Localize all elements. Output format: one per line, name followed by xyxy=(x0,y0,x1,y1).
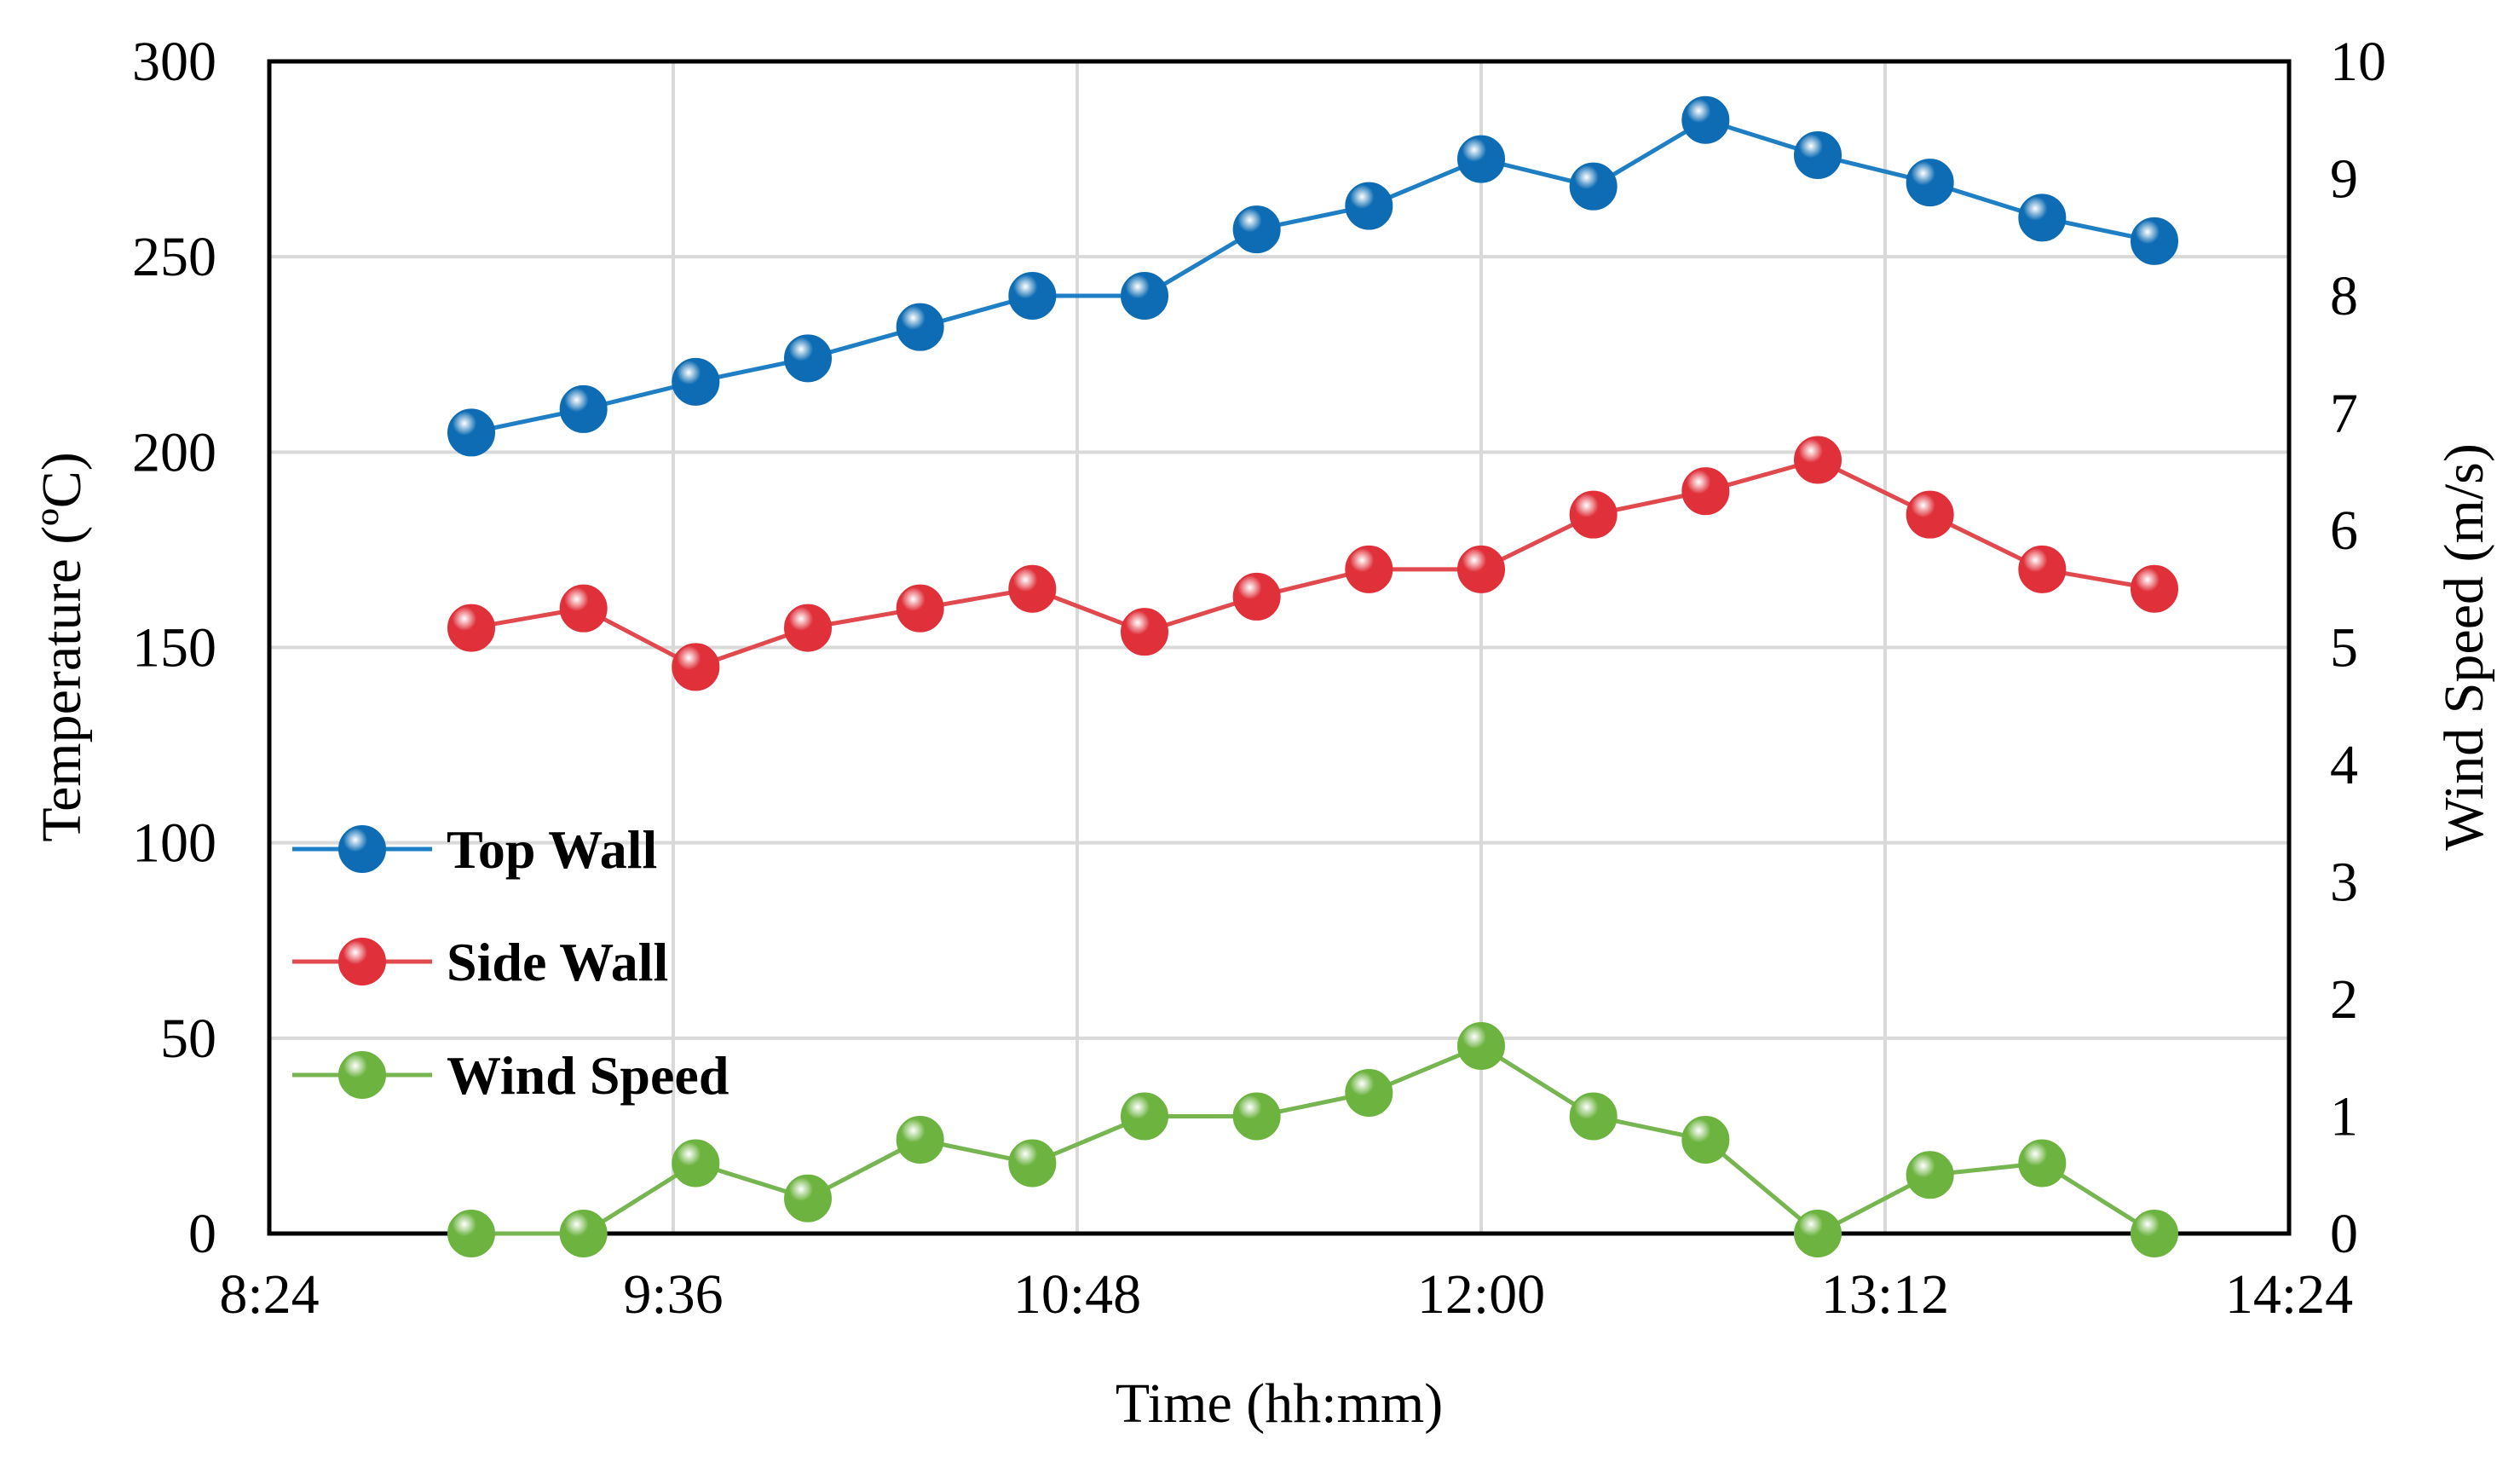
legend-item-side-wall: Side Wall xyxy=(292,932,668,992)
data-point-side-wall xyxy=(1906,490,1954,539)
x-tick-label: 12:00 xyxy=(1417,1263,1545,1326)
legend-label: Side Wall xyxy=(447,932,668,992)
data-point-side-wall xyxy=(447,604,495,652)
data-point-top-wall xyxy=(1008,272,1057,320)
data-point-wind-speed xyxy=(672,1139,720,1188)
data-point-top-wall xyxy=(1681,95,1730,144)
data-point-wind-speed xyxy=(784,1174,832,1222)
data-point-side-wall xyxy=(2018,545,2067,593)
y2-tick-label: 2 xyxy=(2330,968,2358,1031)
y2-tick-label: 1 xyxy=(2330,1086,2358,1148)
x-tick-label: 14:24 xyxy=(2225,1263,2353,1326)
data-point-wind-speed xyxy=(1008,1139,1057,1188)
series-wind-speed xyxy=(447,1022,2178,1257)
x-tick-label: 9:36 xyxy=(623,1263,723,1326)
series-top-wall xyxy=(447,95,2178,457)
data-point-wind-speed xyxy=(1232,1092,1281,1141)
data-point-side-wall xyxy=(784,604,832,652)
data-point-top-wall xyxy=(559,384,608,433)
data-point-wind-speed xyxy=(1345,1069,1393,1117)
legend-item-top-wall: Top Wall xyxy=(292,819,657,880)
data-point-top-wall xyxy=(672,357,720,406)
data-point-top-wall xyxy=(1345,182,1393,230)
data-point-side-wall xyxy=(1008,564,1057,613)
data-point-side-wall xyxy=(1569,490,1618,539)
x-axis: 8:24 9:36 10:48 12:00 13:12 14:24 xyxy=(219,1263,2353,1326)
series-side-wall xyxy=(447,436,2178,691)
data-point-wind-speed xyxy=(447,1210,495,1257)
y-axis-right: 0 1 2 3 4 5 6 7 8 9 10 xyxy=(2330,31,2386,1265)
legend-label: Wind Speed xyxy=(447,1045,729,1106)
data-point-side-wall xyxy=(1681,467,1730,516)
data-point-wind-speed xyxy=(2018,1139,2067,1188)
data-point-top-wall xyxy=(447,408,495,457)
data-point-wind-speed xyxy=(1681,1116,1730,1164)
legend-item-wind-speed: Wind Speed xyxy=(292,1045,729,1106)
y-tick-label: 100 xyxy=(132,812,216,875)
data-point-side-wall xyxy=(559,584,608,633)
y2-tick-label: 7 xyxy=(2330,383,2358,445)
data-point-top-wall xyxy=(1232,205,1281,254)
data-point-side-wall xyxy=(1794,436,1842,484)
data-point-wind-speed xyxy=(1457,1022,1505,1070)
data-point-side-wall xyxy=(1345,545,1393,593)
y2-tick-label: 8 xyxy=(2330,265,2358,327)
legend-marker xyxy=(338,825,386,873)
data-point-top-wall xyxy=(1457,135,1505,183)
data-point-side-wall xyxy=(1121,608,1168,656)
series-line-wind-speed xyxy=(471,1043,2156,1236)
y2-tick-label: 6 xyxy=(2330,500,2358,562)
data-point-top-wall xyxy=(1569,162,1618,211)
data-point-top-wall xyxy=(1906,159,1954,207)
data-point-wind-speed xyxy=(2131,1210,2178,1257)
x-tick-label: 13:12 xyxy=(1821,1263,1949,1326)
y2-tick-label: 4 xyxy=(2330,734,2358,796)
y-tick-label: 0 xyxy=(188,1203,216,1265)
x-tick-label: 8:24 xyxy=(219,1263,319,1326)
y-tick-label: 150 xyxy=(132,617,216,679)
data-point-wind-speed xyxy=(1794,1210,1842,1257)
data-point-wind-speed xyxy=(1569,1092,1618,1141)
data-point-top-wall xyxy=(1794,131,1842,179)
data-point-side-wall xyxy=(2131,564,2178,613)
plot-frame xyxy=(267,59,2292,1236)
data-point-side-wall xyxy=(1232,572,1281,621)
legend-marker xyxy=(338,1051,386,1099)
series xyxy=(447,95,2178,1257)
data-point-top-wall xyxy=(1121,272,1168,320)
data-point-wind-speed xyxy=(559,1210,608,1257)
data-point-top-wall xyxy=(2018,194,2067,242)
series-line-top-wall xyxy=(470,118,2155,435)
y2-tick-label: 9 xyxy=(2330,148,2358,211)
data-point-top-wall xyxy=(896,303,944,351)
y-tick-label: 200 xyxy=(132,421,216,483)
data-point-side-wall xyxy=(896,584,944,633)
y2-tick-label: 10 xyxy=(2330,31,2386,93)
data-point-wind-speed xyxy=(1121,1092,1168,1141)
legend: Top Wall Side Wall Wind Speed xyxy=(292,819,729,1106)
data-point-top-wall xyxy=(2131,217,2178,265)
grid xyxy=(269,61,2289,1234)
y2-tick-label: 5 xyxy=(2330,617,2358,679)
y-tick-label: 300 xyxy=(132,31,216,93)
y-tick-label: 50 xyxy=(160,1008,216,1070)
y-axis-title: Temperature (ºC) xyxy=(31,452,93,841)
legend-marker xyxy=(338,938,386,985)
y2-tick-label: 0 xyxy=(2330,1203,2358,1265)
legend-label: Top Wall xyxy=(447,819,657,880)
series-line-side-wall xyxy=(470,457,2155,670)
x-axis-title: Time (hh:mm) xyxy=(1116,1372,1443,1435)
data-point-side-wall xyxy=(672,643,720,691)
y2-axis-title: Wind Speed (m/s) xyxy=(2433,443,2495,851)
y2-tick-label: 3 xyxy=(2330,852,2358,914)
x-tick-label: 10:48 xyxy=(1013,1263,1141,1326)
data-point-wind-speed xyxy=(1906,1151,1954,1199)
y-tick-label: 250 xyxy=(132,226,216,288)
y-axis-left: 0 50 100 150 200 250 300 xyxy=(132,31,216,1265)
data-point-wind-speed xyxy=(896,1116,944,1164)
data-point-side-wall xyxy=(1457,545,1505,593)
data-point-top-wall xyxy=(784,334,832,383)
